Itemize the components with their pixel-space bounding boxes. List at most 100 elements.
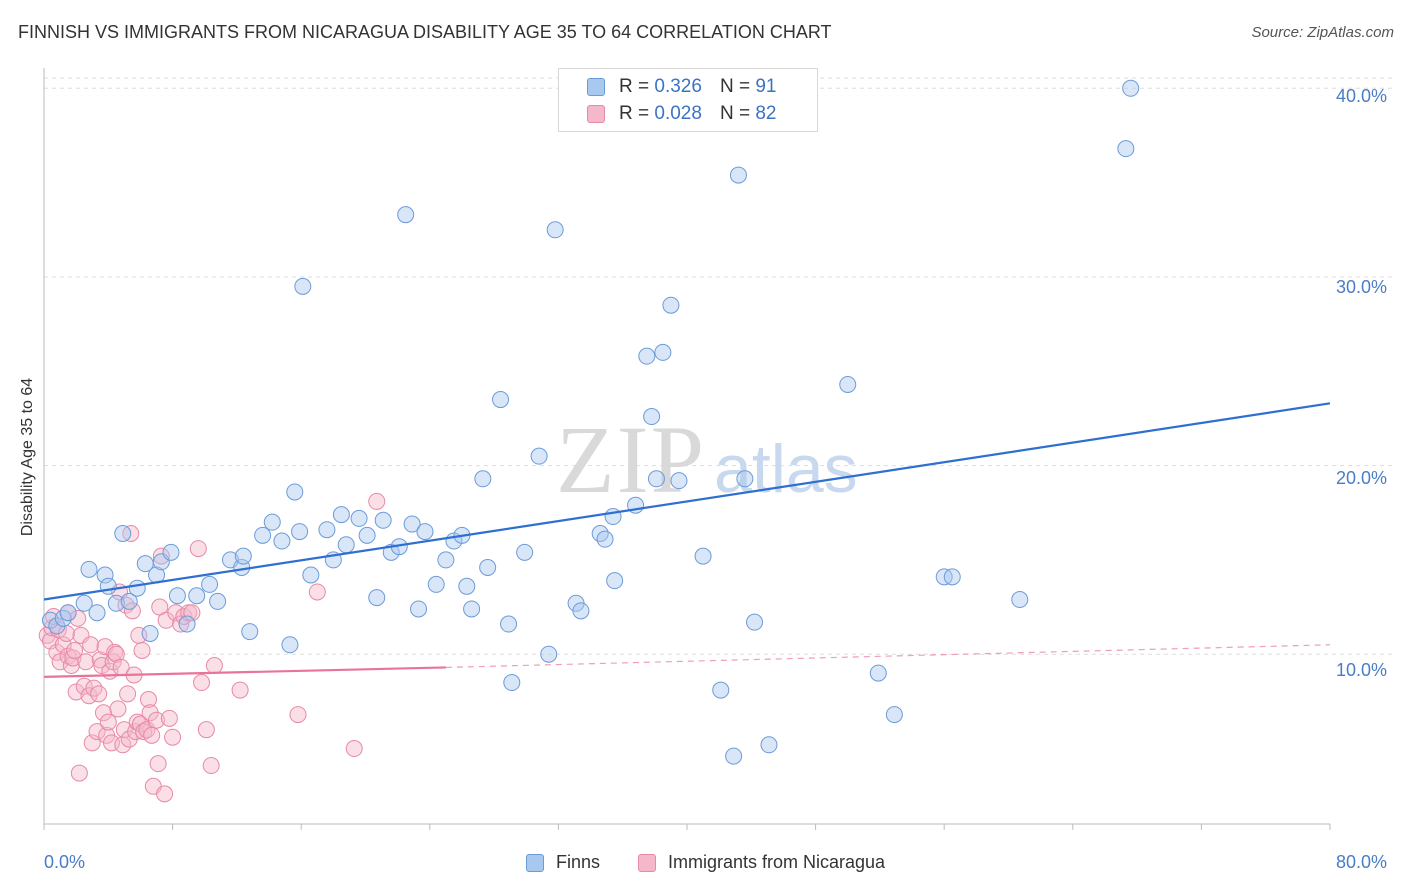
finns-point xyxy=(281,636,299,654)
nicaragua-point xyxy=(91,651,109,669)
bottom-finns-label: Finns xyxy=(556,852,601,872)
nicaragua-trend-line xyxy=(43,666,446,678)
nicaragua-point xyxy=(183,604,201,622)
axes xyxy=(43,68,1331,830)
finns-point xyxy=(492,391,510,409)
finns-point xyxy=(332,506,350,524)
nicaragua-point xyxy=(152,547,170,565)
legend-row-nicaragua: R = 0.028 N = 82 xyxy=(587,102,776,126)
trend-lines xyxy=(43,402,1331,678)
finns-point xyxy=(643,408,661,426)
nicaragua-trend-extension xyxy=(445,644,1331,669)
finns-point xyxy=(746,613,764,631)
nic-n-value: 82 xyxy=(755,103,777,124)
nicaragua-point xyxy=(82,636,100,654)
finns-point xyxy=(760,736,778,754)
finns-point xyxy=(273,532,291,550)
finns-point xyxy=(736,470,754,488)
y-tick-30: 30.0% xyxy=(1336,277,1388,297)
finns-point xyxy=(500,615,518,633)
finns-point xyxy=(540,645,558,663)
finns-point xyxy=(88,604,106,622)
legend-row-finns: R = 0.326 N = 91 xyxy=(587,75,776,99)
nicaragua-point xyxy=(345,740,363,758)
y-tick-20: 20.0% xyxy=(1336,468,1388,488)
finns-point xyxy=(1011,591,1029,609)
finns-point xyxy=(291,523,309,541)
finns-point xyxy=(302,566,320,584)
finns-point xyxy=(662,296,680,314)
finns-point xyxy=(458,577,476,595)
finns-point xyxy=(1117,140,1135,158)
finns-point xyxy=(263,513,281,531)
finns-point xyxy=(294,277,312,295)
finns-point xyxy=(201,575,219,593)
finns-point xyxy=(725,747,743,765)
finns-point xyxy=(188,587,206,605)
finns-point xyxy=(1122,79,1140,97)
nic-r-label: R = xyxy=(619,103,650,124)
finns-point xyxy=(241,623,259,641)
series-finns-points xyxy=(41,79,1140,765)
finns-n-value: 91 xyxy=(755,76,777,97)
nicaragua-point xyxy=(109,700,127,718)
nicaragua-point xyxy=(149,755,167,773)
nicaragua-point xyxy=(70,764,88,782)
finns-point xyxy=(670,472,688,490)
y-axis-label: Disability Age 35 to 64 xyxy=(19,377,36,537)
nicaragua-point xyxy=(308,583,326,601)
bottom-legend-nicaragua: Immigrants from Nicaragua xyxy=(638,852,885,873)
finns-point xyxy=(75,594,93,612)
finns-point xyxy=(141,624,159,642)
y-tick-40: 40.0% xyxy=(1336,86,1388,106)
finns-point xyxy=(99,577,117,595)
finns-point xyxy=(114,524,132,542)
watermark-zip: ZIP xyxy=(556,406,706,513)
x-tick-max: 80.0% xyxy=(1336,852,1388,872)
finns-r-value: 0.326 xyxy=(654,76,702,97)
finns-point xyxy=(479,558,497,576)
finns-point xyxy=(337,536,355,554)
nicaragua-point xyxy=(160,709,178,727)
finns-point xyxy=(80,560,98,578)
finns-point xyxy=(120,592,138,610)
nicaragua-point xyxy=(205,657,223,675)
finns-point xyxy=(712,681,730,699)
nicaragua-point xyxy=(123,602,141,620)
nicaragua-point xyxy=(54,636,72,654)
finns-swatch xyxy=(587,78,605,96)
finns-point xyxy=(286,483,304,501)
finns-point xyxy=(474,470,492,488)
finns-point xyxy=(416,523,434,541)
chart-title: FINNISH VS IMMIGRANTS FROM NICARAGUA DIS… xyxy=(18,22,832,42)
nicaragua-point xyxy=(99,713,117,731)
nicaragua-point xyxy=(88,723,106,741)
nicaragua-point xyxy=(107,645,125,663)
finns-point xyxy=(437,551,455,569)
nicaragua-point xyxy=(69,609,87,627)
finns-trend-line xyxy=(43,402,1331,601)
finns-point xyxy=(128,579,146,597)
bottom-nicaragua-label: Immigrants from Nicaragua xyxy=(668,852,886,872)
nicaragua-point xyxy=(156,785,174,803)
nicaragua-point xyxy=(135,723,153,741)
finns-point xyxy=(178,615,196,633)
nicaragua-point xyxy=(77,653,95,671)
nicaragua-point xyxy=(231,681,249,699)
bottom-nicaragua-swatch xyxy=(638,853,656,872)
finns-point xyxy=(368,589,386,607)
finns-point xyxy=(427,575,445,593)
finns-r-label: R = xyxy=(619,76,650,97)
finns-point xyxy=(318,521,336,539)
finns-point xyxy=(350,509,368,527)
finns-point xyxy=(107,594,125,612)
finns-point xyxy=(54,609,72,627)
finns-point xyxy=(546,221,564,239)
finns-point xyxy=(729,166,747,184)
finns-point xyxy=(839,375,857,393)
finns-point xyxy=(516,543,534,561)
finns-point xyxy=(638,347,656,365)
nicaragua-swatch xyxy=(587,105,605,123)
nicaragua-point xyxy=(202,757,220,775)
finns-point xyxy=(403,515,421,533)
